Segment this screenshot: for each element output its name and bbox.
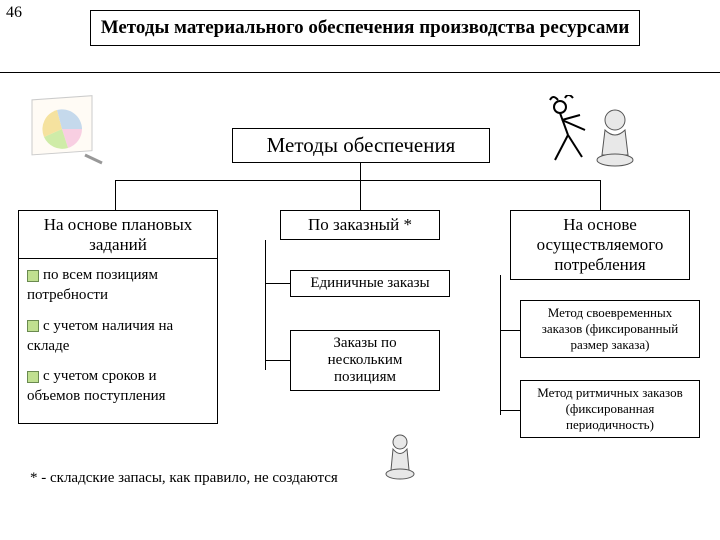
person-pawn-icon [540,95,650,175]
conn [500,275,501,415]
page-number: 46 [6,4,22,22]
col1-item: с учетом наличия на складе [27,318,173,354]
col1-item: с учетом сроков и объемов поступления [27,368,166,404]
col3-item: Метод ритмичных заказов (фиксированная п… [520,380,700,438]
bullet-icon [27,270,39,282]
slide-title: Методы материального обеспечения произво… [90,10,640,46]
pie-chart-icon [30,95,110,165]
conn [115,180,116,210]
conn [115,180,600,181]
col1-item: по всем позициям потребности [27,267,158,303]
col1-header: На основе плановых заданий [18,210,218,260]
conn [500,330,520,331]
col2-item: Заказы по нескольким позициям [290,330,440,391]
conn [265,240,266,370]
col3-item: Метод своевременных заказов (фиксированн… [520,300,700,358]
bullet-icon [27,371,39,383]
conn [360,180,361,210]
col2-header: По заказный * [280,210,440,240]
col3-header: На основе осуществляемого потребления [510,210,690,280]
root-node: Методы обеспечения [232,128,490,163]
conn [265,360,290,361]
pawn-small-icon [375,430,425,485]
conn [360,162,361,180]
conn [500,410,520,411]
footnote: * - складские запасы, как правило, не со… [30,470,338,487]
bullet-icon [27,320,39,332]
col1-items: по всем позициям потребности с учетом на… [18,258,218,424]
conn [600,180,601,210]
col2-item: Единичные заказы [290,270,450,297]
conn [265,283,290,284]
title-underline [0,72,720,73]
